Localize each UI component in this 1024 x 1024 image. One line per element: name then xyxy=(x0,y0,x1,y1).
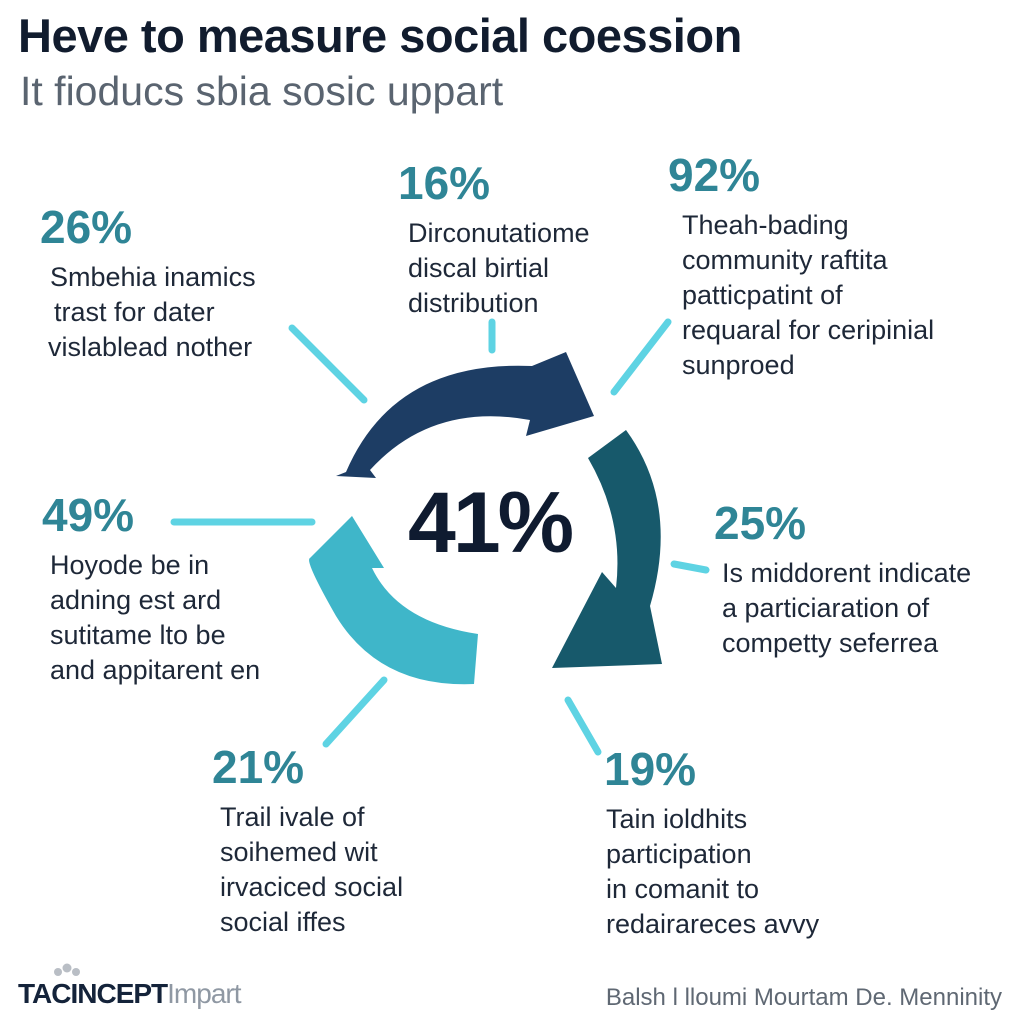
stat-line: participation xyxy=(606,839,752,869)
stat-percentage: 21% xyxy=(212,741,305,793)
stat-line: Dirconutatiome xyxy=(408,218,590,248)
stat-line: Trail ivale of xyxy=(220,802,365,832)
stat-line: vislablead nother xyxy=(48,332,253,362)
stat-line: in comanit to xyxy=(606,874,760,904)
stat-line: irvaciced social xyxy=(220,872,404,902)
footer-brand-suffix: Impart xyxy=(167,978,241,1009)
page-title: Heve to measure social coession xyxy=(18,9,742,62)
stat-percentage: 25% xyxy=(714,497,807,549)
stat-block-bottom-right: 19% Tain ioldhits participation in coman… xyxy=(604,746,819,942)
stat-line: Smbehia inamics xyxy=(50,262,256,292)
center-percentage: 41% xyxy=(408,475,574,571)
stat-line: Theah-bading xyxy=(682,210,849,240)
stat-block-top: 16% Dirconutatiome discal birtial distri… xyxy=(398,160,590,321)
stat-line: discal birtial xyxy=(408,253,550,283)
stat-percentage: 26% xyxy=(40,201,133,253)
arrow-teal xyxy=(552,430,662,668)
footer-brand: TACINCEPT xyxy=(18,978,168,1009)
stat-line: and appitarent en xyxy=(50,655,261,685)
stat-line: requaral for ceripinial xyxy=(682,315,935,345)
stat-line: Tain ioldhits xyxy=(606,804,748,834)
stat-percentage: 92% xyxy=(668,149,761,201)
stat-line: Hoyode be in xyxy=(50,550,210,580)
page-subtitle: It fioducs sbia sosic uppart xyxy=(20,68,504,114)
connector-top-right xyxy=(610,318,672,396)
footer-credit: Balsh l lloumi Mourtam De. Menninity xyxy=(605,984,1002,1011)
arrow-light-cyan xyxy=(306,516,478,685)
stat-percentage: 16% xyxy=(398,157,491,209)
stat-line: sutitame lto be xyxy=(50,620,226,650)
stat-block-top-right: 92% Theah-bading community raftita patti… xyxy=(668,152,934,383)
stat-description: Theah-bading community raftita patticpat… xyxy=(682,208,934,383)
stat-line: patticpatint of xyxy=(682,280,843,310)
stat-percentage: 19% xyxy=(604,743,697,795)
stat-block-top-left: 26% Smbehia inamics trast for dater visl… xyxy=(40,204,256,365)
stat-description: Dirconutatiome discal birtial distributi… xyxy=(408,216,590,321)
stat-description: Is middorent indicate a particiaration o… xyxy=(722,556,971,661)
stat-line: a particiaration of xyxy=(722,593,930,623)
stat-line: redairareces avvy xyxy=(606,909,820,939)
stat-line: Is middorent indicate xyxy=(722,558,972,588)
stat-line: competty seferrea xyxy=(722,628,939,658)
stat-line: adning est ard xyxy=(50,585,222,615)
stat-description: Smbehia inamics trast for dater vislable… xyxy=(48,260,256,365)
stat-line: social iffes xyxy=(220,907,346,937)
connector-lines xyxy=(170,318,710,756)
arrow-dark-navy xyxy=(336,352,594,478)
paw-logo-icon xyxy=(54,963,80,976)
stat-description: Tain ioldhits participation in comanit t… xyxy=(606,802,819,942)
connector-bottom-left xyxy=(322,676,388,748)
stat-block-left: 49% Hoyode be in adning est ard sutitame… xyxy=(42,492,260,688)
stat-line: sunproed xyxy=(682,350,795,380)
stat-description: Trail ivale of soihemed wit irvaciced so… xyxy=(220,800,403,940)
stat-line: trast for dater xyxy=(54,297,215,327)
connector-bottom-right xyxy=(564,696,602,756)
footer-logo: TACINCEPTImpart xyxy=(18,978,242,1010)
stat-description: Hoyode be in adning est ard sutitame lto… xyxy=(50,548,260,688)
stat-line: soihemed wit xyxy=(220,837,378,867)
connector-right xyxy=(670,560,710,574)
stat-percentage: 49% xyxy=(42,489,135,541)
stat-line: community raftita xyxy=(682,245,888,275)
stat-line: distribution xyxy=(408,288,539,318)
connector-top-left xyxy=(288,324,368,404)
stat-block-right: 25% Is middorent indicate a particiarati… xyxy=(714,500,971,661)
stat-block-bottom-left: 21% Trail ivale of soihemed wit irvacice… xyxy=(212,744,403,940)
